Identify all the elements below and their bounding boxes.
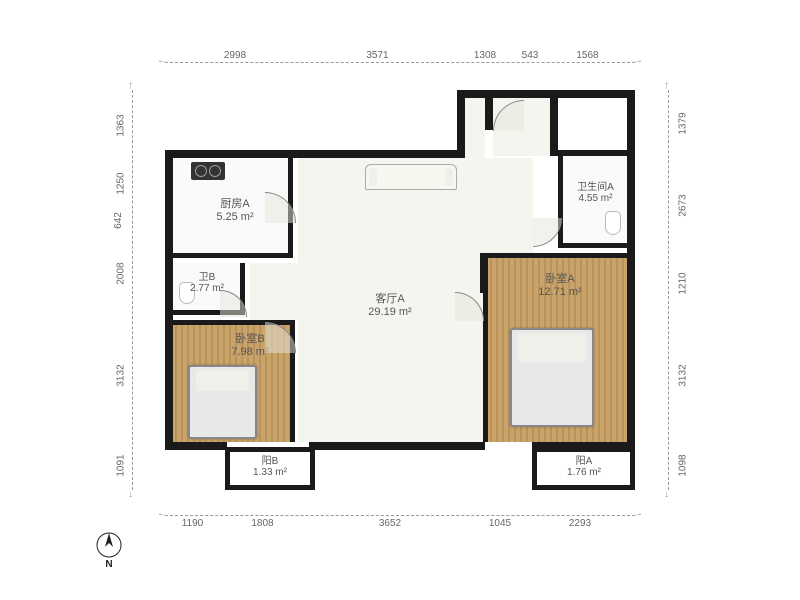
dim-left-1: 1250	[116, 172, 127, 194]
sofa-icon	[365, 164, 457, 190]
room-living-ext	[250, 263, 298, 320]
wall	[457, 90, 465, 158]
dim-bot-0: 1190	[165, 518, 220, 529]
floorplan-canvas: 2998 3571 1308 543 1568 1190 1808 3652 1…	[0, 0, 800, 600]
dim-bot-3: 1045	[475, 518, 525, 529]
balconyB-area: 1.33 m²	[253, 467, 287, 478]
compass-icon: N	[95, 531, 123, 570]
dim-top-0: 2998	[170, 50, 300, 61]
living-label: 客厅A 29.19 m²	[340, 290, 440, 318]
dim-left-3: 2008	[116, 262, 127, 284]
dim-bot-2: 3652	[305, 518, 475, 529]
dim-left-2: 642	[113, 212, 124, 229]
dim-right-1: 2673	[678, 194, 689, 216]
dim-right-2: 1210	[678, 272, 689, 294]
bathA-name: 卫生间A	[577, 182, 614, 193]
wall	[457, 90, 635, 98]
toilet-icon-a	[605, 211, 621, 235]
dim-top-3: 543	[515, 50, 545, 61]
bedroomB-area: 7.98 m²	[231, 346, 268, 358]
wall	[553, 150, 635, 156]
wall	[309, 442, 485, 450]
wall	[165, 442, 227, 450]
kitchen-label: 厨房A 5.25 m²	[200, 195, 270, 223]
wall-inner	[480, 253, 485, 293]
bedroomA-label: 卧室A 12.71 m²	[515, 270, 605, 298]
dim-bot-1: 1808	[220, 518, 305, 529]
dim-left-0: 1363	[116, 114, 127, 136]
dim-line-right	[668, 90, 669, 490]
kitchen-area: 5.25 m²	[216, 211, 253, 223]
room-living-top	[465, 98, 485, 158]
wall	[165, 150, 465, 158]
living-name: 客厅A	[375, 293, 404, 305]
stove-icon	[191, 162, 225, 180]
balconyA-label: 阳A 1.76 m²	[542, 452, 626, 478]
dim-right-0: 1379	[678, 112, 689, 134]
plan-area: 厨房A 5.25 m² 卫B 2.77 m² 卧室B 7.98 m² 客厅A 2…	[165, 90, 635, 450]
compass-label: N	[105, 559, 112, 570]
bathB-label: 卫B 2.77 m²	[177, 268, 237, 294]
dim-right-3: 3132	[678, 364, 689, 386]
dim-bot-4: 2293	[525, 518, 635, 529]
bathB-name: 卫B	[199, 272, 216, 283]
bedroomA-area: 12.71 m²	[538, 286, 581, 298]
dim-line-bottom	[165, 515, 635, 516]
living-area: 29.19 m²	[368, 306, 411, 318]
bedroomB-name: 卧室B	[235, 333, 264, 345]
balconyA-name: 阳A	[576, 456, 593, 467]
dim-left-5: 1091	[116, 454, 127, 476]
dim-top-2: 1308	[455, 50, 515, 61]
wall	[550, 90, 558, 156]
balconyA-area: 1.76 m²	[567, 467, 601, 478]
dim-top-4: 1568	[545, 50, 630, 61]
dim-line-top	[165, 62, 635, 63]
balconyB-label: 阳B 1.33 m²	[232, 452, 308, 478]
balconyB-name: 阳B	[262, 456, 279, 467]
bathA-area: 4.55 m²	[579, 193, 613, 204]
dim-right-4: 1098	[678, 454, 689, 476]
bed-icon	[188, 365, 257, 439]
bathA-label: 卫生间A 4.55 m²	[563, 178, 628, 204]
bed-icon-a	[510, 328, 594, 427]
kitchen-name: 厨房A	[220, 198, 249, 210]
wall	[627, 90, 635, 450]
dim-line-left	[132, 90, 133, 490]
wall	[165, 150, 173, 450]
bedroomA-name: 卧室A	[545, 273, 574, 285]
dim-left-4: 3132	[116, 364, 127, 386]
wall	[485, 90, 493, 130]
dim-top-1: 3571	[300, 50, 455, 61]
bathB-area: 2.77 m²	[190, 283, 224, 294]
